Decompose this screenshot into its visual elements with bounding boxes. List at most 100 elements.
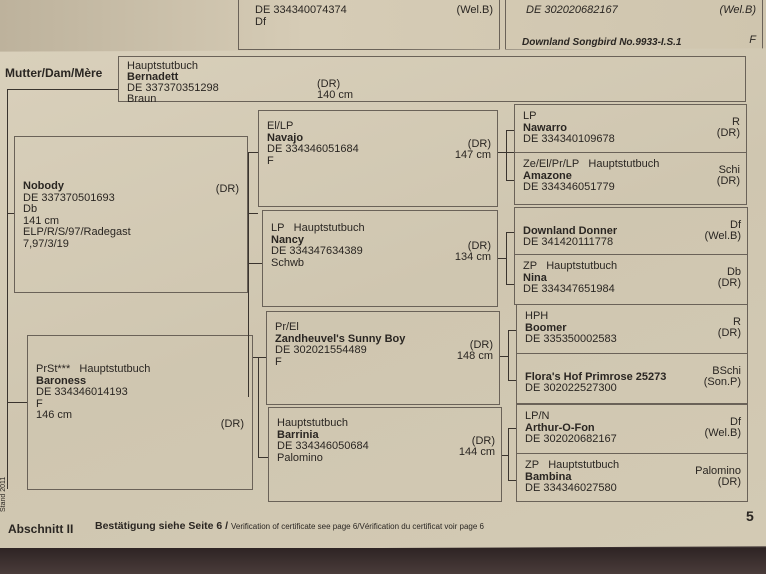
horse-studbook: Hauptstutbuch: [293, 222, 365, 234]
horse-name: Zandheuvel's Sunny Boy: [275, 332, 406, 345]
horse-id: DE 302021554489: [275, 344, 367, 356]
section-label: Abschnitt II: [8, 522, 74, 536]
dam-book: Hauptstutbuch: [127, 60, 198, 72]
stand-label: Stand 2011: [0, 476, 7, 512]
horse-studbook: Hauptstutbuch: [546, 260, 618, 272]
horse-box: Pr/El Zandheuvel's Sunny Boy DE 3020215544…: [266, 311, 500, 405]
horse-height: 147 cm: [454, 148, 491, 161]
connector-line: [508, 330, 516, 331]
horse-breed: (DR): [716, 126, 740, 139]
horse-name: Nancy: [271, 233, 305, 246]
horse-box: El/LP Navajo DE 334346051684 F (DR) 147 cm: [258, 110, 498, 207]
horse-breed: (DR): [716, 174, 740, 187]
horse-breed: (DR): [469, 338, 493, 351]
dam-breed: (DR): [317, 78, 341, 90]
prev-right-breed: (Wel.B): [719, 4, 756, 16]
connector-line: [508, 428, 509, 480]
horse-breed: (DR): [220, 418, 244, 430]
horse-height: 146 cm: [36, 409, 73, 421]
horse-name: Boomer: [525, 321, 567, 334]
horse-color: Df: [730, 415, 741, 428]
horse-name: Navajo: [267, 131, 304, 144]
dam-name: Bernadett: [127, 71, 179, 83]
horse-breed: (DR): [717, 326, 741, 339]
horse-prefix-line: Hauptstutbuch: [277, 417, 348, 430]
prev-right-id: DE 302020682167: [526, 4, 618, 16]
horse-box: LP Nawarro DE 334340109678 R (DR): [514, 104, 747, 153]
horse-color: R: [732, 115, 740, 128]
connector-line: [248, 152, 258, 153]
horse-height: 148 cm: [456, 349, 493, 362]
horse-prefix: LP: [523, 110, 537, 122]
dam-color: Braun: [127, 93, 157, 105]
horse-prefix: ZP: [523, 260, 538, 272]
horse-name: Barrinia: [277, 428, 319, 441]
horse-color: Db: [23, 203, 38, 215]
connector-line: [502, 455, 508, 456]
horse-color: Palomino: [277, 451, 323, 464]
horse-color: Db: [726, 265, 741, 278]
dam-id: DE 337370351298: [127, 82, 219, 94]
horse-prefix: HPH: [525, 310, 549, 322]
horse-studbook: Hauptstutbuch: [277, 417, 348, 429]
dam-height: 140 cm: [317, 89, 354, 101]
horse-box: Hauptstutbuch Barrinia DE 334346050684 Palo…: [268, 407, 502, 502]
horse-box: LP Hauptstutbuch Nancy DE 334347634389 Schw…: [262, 210, 498, 307]
confirmation-text: Bestätigung siehe Seite 6 /: [95, 520, 229, 532]
horse-name: Bambina: [525, 470, 572, 483]
horse-id: DE 334346027580: [525, 482, 617, 494]
horse-height: 144 cm: [458, 445, 495, 458]
horse-id: DE 334346050684: [277, 440, 369, 452]
horse-box: HPH Boomer DE 335350002583 R (DR): [516, 304, 748, 354]
horse-id: DE 334346014193: [36, 386, 128, 398]
horse-height: 141 cm: [23, 214, 60, 227]
horse-prefix: ZP: [525, 459, 540, 471]
horse-box: Ze/El/Pr/LP Hauptstutbuch Amazone DE 33434…: [514, 153, 747, 205]
horse-studbook: Hauptstutbuch: [548, 459, 620, 471]
horse-id: DE 334340109678: [523, 133, 615, 145]
connector-line: [508, 380, 516, 381]
horse-performance: ELP/R/S/97/Radegast: [23, 226, 131, 238]
connector-line: [248, 213, 258, 214]
horse-name: Nina: [523, 271, 547, 284]
connector-line: [506, 130, 514, 131]
horse-name: Nawarro: [523, 121, 568, 134]
horse-breed: (Son.P): [703, 375, 741, 388]
horse-id: DE 335350002583: [525, 333, 617, 345]
prev-right-color: F: [749, 34, 756, 46]
connector-line: [258, 357, 259, 457]
prev-right-name: Downland Songbird No.9933-I.S.1: [522, 37, 682, 48]
horse-color: F: [267, 154, 274, 167]
horse-color: R: [733, 315, 741, 328]
connector-line: [7, 89, 118, 90]
connector-line: [498, 152, 514, 153]
connector-line: [508, 330, 509, 380]
horse-box: ZP Hauptstutbuch Nina DE 334347651984 Db (DR…: [514, 255, 748, 305]
horse-prefix-line: LP: [523, 110, 537, 123]
horse-prefix: Ze/El/Pr/LP: [523, 158, 580, 170]
confirmation-translation: Verification of certificate see page 6/V…: [230, 522, 484, 531]
horse-box: LP/N Arthur-O-Fon DE 302020682167 Df (Wel.B): [516, 404, 748, 454]
horse-breed: (DR): [717, 276, 741, 289]
horse-box: Downland Donner DE 341420111778 Df (Wel.B): [514, 207, 748, 255]
connector-line: [506, 284, 514, 285]
dam-box: Hauptstutbuch Bernadett DE 337370351298 …: [118, 56, 746, 105]
horse-prefix-line: PrSt*** Hauptstutbuch: [36, 363, 150, 376]
connector-line: [506, 232, 514, 233]
horse-color: Palomino: [695, 464, 741, 477]
connector-line: [253, 357, 266, 358]
horse-name: Downland Donner: [523, 224, 618, 237]
horse-prefix: PrSt***: [36, 363, 71, 375]
horse-id: DE 334347634389: [271, 245, 363, 257]
confirmation-note: Bestätigung siehe Seite 6 / Verification…: [95, 520, 484, 532]
horse-id: DE 302022527300: [525, 382, 617, 394]
horse-breed: (Wel.B): [704, 229, 741, 242]
prev-left-color: Df: [255, 16, 266, 28]
horse-id: DE 334347651984: [523, 283, 615, 295]
horse-breed: (DR): [467, 137, 491, 150]
horse-breed: (Wel.B): [704, 426, 741, 439]
horse-name: Amazone: [523, 169, 572, 182]
connector-line: [506, 232, 507, 284]
horse-prefix: LP/N: [525, 410, 550, 422]
prev-left-id: DE 334340074374: [255, 4, 347, 16]
